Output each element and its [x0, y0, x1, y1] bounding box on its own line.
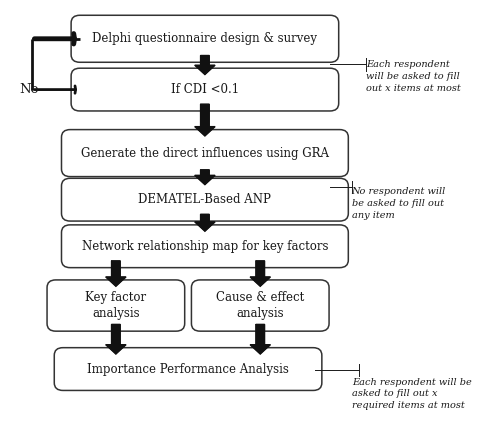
Text: No respondent will
be asked to fill out
any item: No respondent will be asked to fill out …: [352, 187, 446, 220]
Polygon shape: [195, 55, 215, 75]
Text: Delphi questionnaire design & survey: Delphi questionnaire design & survey: [92, 32, 318, 45]
FancyBboxPatch shape: [71, 68, 338, 111]
FancyBboxPatch shape: [62, 225, 348, 268]
Text: Each respondent will be
asked to fill out x
required items at most: Each respondent will be asked to fill ou…: [352, 378, 472, 410]
Text: Generate the direct influences using GRA: Generate the direct influences using GRA: [81, 147, 329, 160]
Polygon shape: [250, 261, 270, 286]
Text: Importance Performance Analysis: Importance Performance Analysis: [87, 363, 289, 375]
FancyBboxPatch shape: [71, 15, 338, 62]
Text: Cause & effect
analysis: Cause & effect analysis: [216, 291, 304, 320]
FancyBboxPatch shape: [192, 280, 329, 331]
FancyBboxPatch shape: [62, 130, 348, 177]
Polygon shape: [195, 214, 215, 231]
Text: DEMATEL-Based ANP: DEMATEL-Based ANP: [138, 193, 272, 206]
Text: Network relationship map for key factors: Network relationship map for key factors: [82, 240, 328, 253]
FancyBboxPatch shape: [47, 280, 184, 331]
FancyBboxPatch shape: [54, 347, 322, 390]
Polygon shape: [250, 324, 270, 354]
Text: Each respondent
will be asked to fill
out x items at most: Each respondent will be asked to fill ou…: [366, 60, 461, 93]
Polygon shape: [106, 261, 126, 286]
FancyBboxPatch shape: [62, 178, 348, 221]
Text: If CDI <0.1: If CDI <0.1: [171, 83, 239, 96]
Text: No: No: [20, 83, 39, 96]
Polygon shape: [195, 104, 215, 136]
Polygon shape: [195, 170, 215, 184]
Text: Key factor
analysis: Key factor analysis: [86, 291, 146, 320]
Polygon shape: [106, 324, 126, 354]
